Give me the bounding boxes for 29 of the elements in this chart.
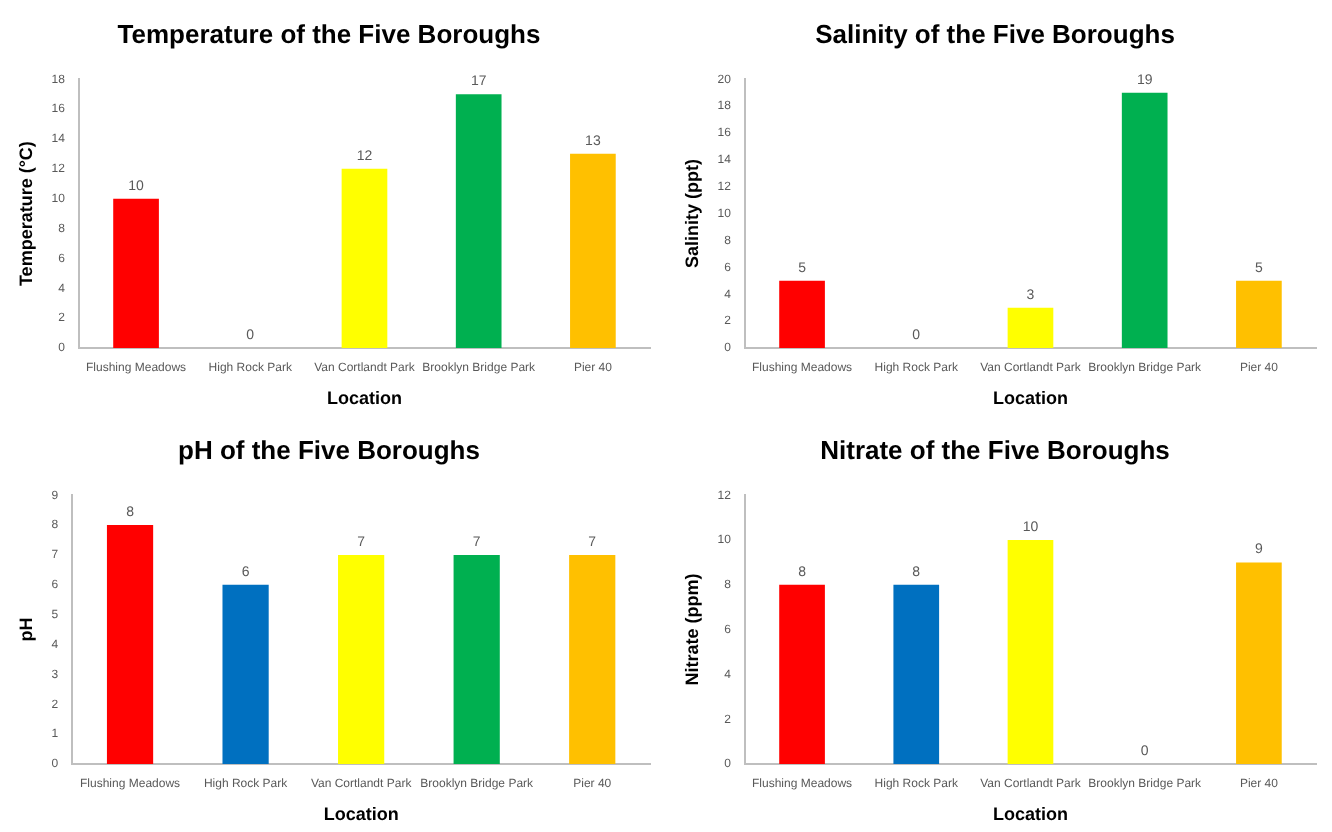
bar <box>1007 540 1054 764</box>
bar <box>1236 280 1282 348</box>
bar <box>453 554 500 764</box>
x-axis-title: Location <box>992 388 1068 409</box>
y-axis-title: Temperature (°C) <box>15 141 36 287</box>
bar <box>1007 307 1054 348</box>
bar <box>779 280 825 348</box>
bar <box>222 584 269 764</box>
y-axis-title: pH <box>15 617 36 642</box>
bar <box>341 168 388 348</box>
chart-title: Temperature of the Five Boroughs <box>117 18 541 49</box>
x-axis-title: Location <box>992 804 1068 825</box>
y-axis-title: Nitrate (ppm) <box>681 573 702 686</box>
bar <box>570 153 616 348</box>
chart-title: Salinity of the Five Boroughs <box>815 18 1175 49</box>
bar <box>569 554 616 764</box>
bar <box>113 198 159 348</box>
bar <box>106 525 154 764</box>
chart-title: Nitrate of the Five Boroughs <box>820 434 1170 465</box>
bar <box>1121 92 1168 348</box>
bar <box>338 554 385 764</box>
x-axis-title: Location <box>323 804 399 825</box>
bar <box>893 584 940 764</box>
bar <box>455 94 502 348</box>
bar <box>1236 562 1282 764</box>
chart-title: pH of the Five Boroughs <box>178 434 480 465</box>
y-axis-title: Salinity (ppt) <box>681 159 702 269</box>
x-axis-title: Location <box>326 388 402 409</box>
bar <box>779 584 825 764</box>
